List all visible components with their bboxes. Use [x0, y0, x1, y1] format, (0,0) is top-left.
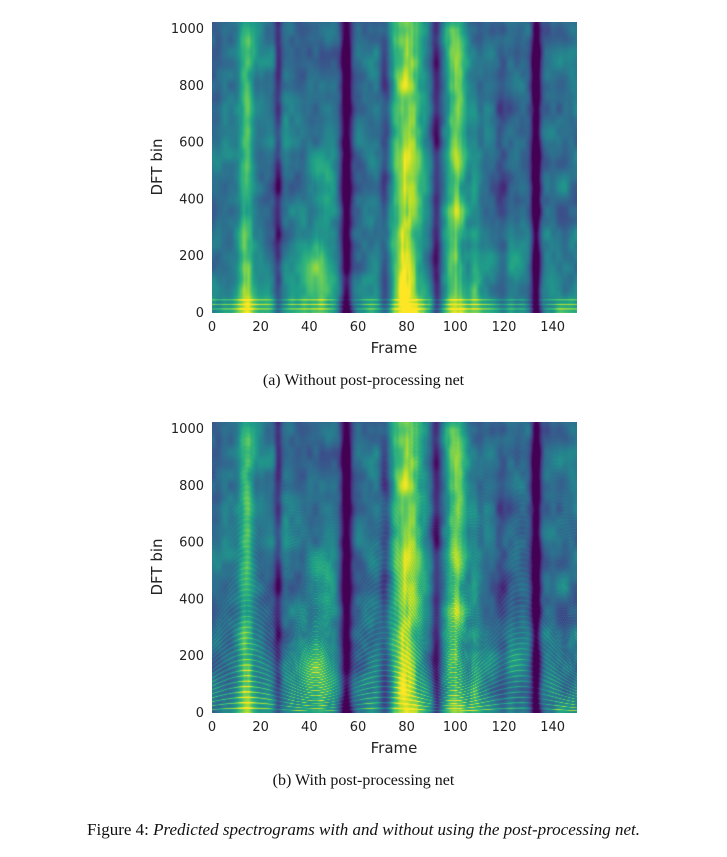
x-tick-label: 0	[208, 720, 216, 735]
y-tick-label: 0	[196, 306, 204, 321]
x-tick-label: 80	[398, 720, 415, 735]
x-tick-label: 0	[208, 320, 216, 335]
x-tick-label: 60	[350, 720, 367, 735]
x-tick-label: 20	[252, 720, 269, 735]
x-tick-label: 40	[301, 320, 318, 335]
x-tick-label: 40	[301, 720, 318, 735]
y-tick-label: 400	[179, 592, 204, 607]
y-tick-label: 1000	[171, 422, 204, 437]
y-tick-label: 400	[179, 192, 204, 207]
y-tick-label: 800	[179, 79, 204, 94]
spectrogram-heatmap-a	[212, 22, 577, 313]
x-tick-label: 20	[252, 320, 269, 335]
spectrogram-chart-b: 0 20 40 60 80 100 120 140 0 200 400 600 800 1000 Fram…	[148, 422, 577, 757]
x-tick-label: 140	[540, 720, 565, 735]
y-tick-label: 200	[179, 249, 204, 264]
x-tick-label: 140	[540, 320, 565, 335]
figure-label: Figure 4:	[87, 820, 149, 839]
y-tick-label: 600	[179, 536, 204, 551]
panel-b: 0 20 40 60 80 100 120 140 0 200 400 600 800 1000 Fram…	[0, 400, 727, 810]
figure-caption-text: Predicted spectrograms with and without …	[153, 820, 640, 839]
x-axis-label: Frame	[371, 339, 418, 357]
y-tick-label: 800	[179, 479, 204, 494]
subcaption-b: (b) With post-processing net	[272, 772, 455, 789]
x-tick-label: 100	[443, 720, 468, 735]
x-axis-label: Frame	[371, 739, 418, 757]
x-tick-label: 80	[398, 320, 415, 335]
y-tick-label: 0	[196, 706, 204, 721]
figure-caption: Figure 4: Predicted spectrograms with an…	[0, 820, 727, 840]
x-tick-label: 120	[492, 320, 517, 335]
panel-a: 0 20 40 60 80 100 120 140 0 200 400 600 800 1000 Fram…	[0, 0, 727, 400]
y-axis-label: DFT bin	[148, 138, 166, 195]
y-tick-label: 600	[179, 136, 204, 151]
y-axis-label: DFT bin	[148, 538, 166, 595]
x-tick-label: 100	[443, 320, 468, 335]
x-tick-label: 60	[350, 320, 367, 335]
spectrogram-chart-a: 0 20 40 60 80 100 120 140 0 200 400 600 800 1000 Fram…	[148, 22, 577, 357]
spectrogram-heatmap-b	[212, 422, 577, 713]
y-tick-label: 1000	[171, 22, 204, 37]
subcaption-a: (a) Without post-processing net	[262, 372, 465, 389]
y-tick-label: 200	[179, 649, 204, 664]
x-tick-label: 120	[492, 720, 517, 735]
